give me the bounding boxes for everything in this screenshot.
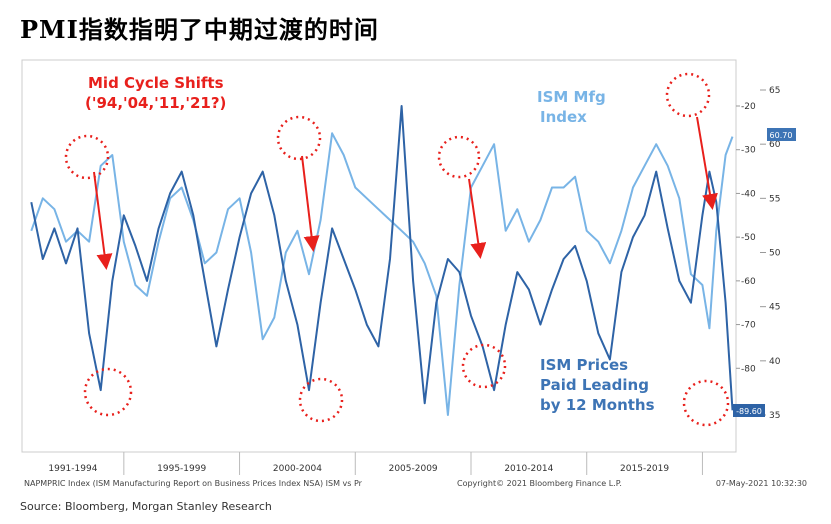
x-separators: 1991-1994 1995-1999 2000-2004 2005-2009 2010…: [48, 452, 703, 475]
annotation-ism-mfg-2: Index: [540, 108, 587, 126]
highlight-circles: [64, 72, 730, 427]
left-tick-label: -70: [741, 321, 756, 331]
highlight-circle: [83, 367, 133, 417]
x-category-label: 2015-2019: [620, 464, 669, 474]
left-tick-label: -40: [741, 189, 756, 199]
last-value-badge-mfg: [767, 128, 796, 141]
highlight-circle: [665, 72, 711, 118]
right-tick-label: 45: [769, 303, 780, 313]
x-category-label: 1991-1994: [48, 464, 97, 474]
arrow: [301, 155, 320, 252]
x-category-label: 2010-2014: [504, 464, 553, 474]
annotation-prices-1: ISM Prices: [540, 356, 628, 374]
footer-right: 07-May-2021 10:32:30: [716, 479, 807, 488]
annotation-prices-2: Paid Leading: [540, 376, 649, 394]
x-category-label: 2005-2009: [389, 464, 438, 474]
right-tick-label: 40: [769, 357, 781, 367]
highlight-circle: [682, 379, 730, 427]
plot-frame: [21, 59, 737, 453]
annotation-prices-3: by 12 Months: [540, 396, 655, 414]
last-value-prices: -89.60: [736, 407, 762, 416]
left-tick-label: -60: [741, 277, 756, 287]
highlight-circle: [437, 135, 481, 179]
right-tick-label: 35: [769, 411, 780, 421]
last-value-badge-prices: [733, 404, 765, 417]
left-tick-label: -50: [741, 233, 756, 243]
highlight-circle: [461, 343, 507, 389]
annotation-ism-mfg-1: ISM Mfg: [537, 88, 606, 106]
highlight-circle: [64, 134, 110, 180]
highlight-circle: [276, 115, 322, 161]
highlight-circle: [298, 377, 344, 423]
arrows: [93, 116, 718, 270]
right-tick-label: 65: [769, 86, 780, 96]
x-category-label: 2000-2004: [273, 464, 322, 474]
annotation-mid-cycle-2: ('94,'04,'11,'21?): [85, 94, 226, 112]
last-value-mfg: 60.70: [770, 131, 793, 140]
arrow: [93, 171, 113, 270]
left-tick-label: -80: [741, 364, 756, 374]
y-axis-ticks: -20-30-40-50-60-70-80-9065605550454035: [736, 86, 781, 421]
series-prices-paid-line: [30, 105, 734, 411]
arrow: [468, 178, 487, 259]
chart-title: PMI指数指明了中期过渡的时间: [20, 15, 379, 44]
left-tick-label: -20: [741, 102, 756, 112]
right-tick-label: 55: [769, 194, 780, 204]
series-lines: [30, 105, 734, 416]
left-tick-label: -30: [741, 146, 756, 156]
series-ism-mfg-line: [30, 132, 734, 416]
source-note: Source: Bloomberg, Morgan Stanley Resear…: [20, 500, 272, 513]
footer-mid: Copyright© 2021 Bloomberg Finance L.P.: [457, 479, 622, 488]
annotation-mid-cycle-1: Mid Cycle Shifts: [88, 74, 224, 92]
right-tick-label: 60: [769, 140, 781, 150]
arrow: [696, 116, 718, 210]
x-category-label: 1995-1999: [157, 464, 206, 474]
right-tick-label: 50: [769, 249, 781, 259]
footer-left: NAPMPRIC Index (ISM Manufacturing Report…: [24, 479, 363, 488]
